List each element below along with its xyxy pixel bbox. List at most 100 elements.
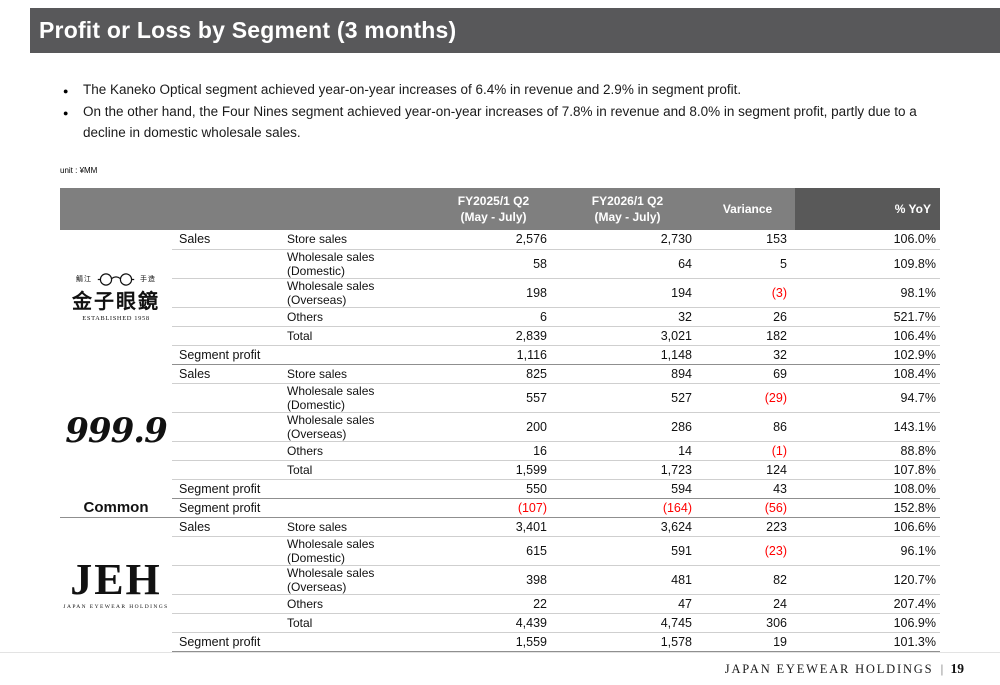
value-cell: 200 xyxy=(432,412,555,442)
segment-category-cell: Segment profit xyxy=(172,479,282,499)
value-cell: 94.7% xyxy=(795,383,940,413)
value-cell: 894 xyxy=(555,364,700,384)
page-title: Profit or Loss by Segment (3 months) xyxy=(39,17,457,43)
table-row: 999.9 Sales Store sales 825 894 69 108.4% xyxy=(60,364,940,451)
value-cell: 64 xyxy=(555,249,700,279)
segment-category-cell xyxy=(172,460,282,480)
table-row: Others 22 47 24 207.4% xyxy=(60,594,940,614)
value-cell: 14 xyxy=(555,441,700,461)
value-cell: 2,839 xyxy=(432,326,555,346)
line-item-cell xyxy=(282,632,432,652)
table-row: Total 4,439 4,745 306 106.9% xyxy=(60,613,940,633)
value-cell: (56) xyxy=(700,498,795,518)
value-cell: 24 xyxy=(700,594,795,614)
kaneko-optical-logo: 鯖江 手造 金子眼鏡 ESTABLISHED 1958 xyxy=(60,271,172,323)
value-cell: 615 xyxy=(432,536,555,566)
value-cell: 4,745 xyxy=(555,613,700,633)
bullet-text: On the other hand, the Four Nines segmen… xyxy=(83,103,917,140)
unit-label: unit : ¥MM xyxy=(60,166,98,175)
kaneko-top-right-text: 手造 xyxy=(140,274,156,283)
segment-category-cell xyxy=(172,249,282,279)
value-cell: 1,148 xyxy=(555,345,700,365)
value-cell: 306 xyxy=(700,613,795,633)
value-cell: 194 xyxy=(555,278,700,308)
segment-category-cell xyxy=(172,383,282,413)
jeh-logo-text: JEH xyxy=(70,555,162,604)
value-cell: 223 xyxy=(700,517,795,537)
value-cell: 4,439 xyxy=(432,613,555,633)
segment-category-cell: Sales xyxy=(172,517,282,537)
table-row: Common Segment profit (107) (164) (56) 152.8% xyxy=(60,498,940,518)
bullet-item: On the other hand, the Four Nines segmen… xyxy=(62,102,934,144)
value-cell: 106.4% xyxy=(795,326,940,346)
value-cell: 207.4% xyxy=(795,594,940,614)
table-header-yoy: % YoY xyxy=(795,188,940,230)
value-cell: 86 xyxy=(700,412,795,442)
table-row: Segment profit 550 594 43 108.0% xyxy=(60,479,940,499)
segment-category-cell xyxy=(172,565,282,595)
value-cell: 153 xyxy=(700,230,795,250)
line-item-cell: Total xyxy=(282,460,432,480)
table-row: Wholesale sales (Domestic) 58 64 5 109.8% xyxy=(60,249,940,279)
value-cell: 26 xyxy=(700,307,795,327)
segment-category-cell: Segment profit xyxy=(172,632,282,652)
segment-category-cell xyxy=(172,307,282,327)
value-cell: 82 xyxy=(700,565,795,595)
table-row: Total 1,599 1,723 124 107.8% xyxy=(60,460,940,480)
bullet-item: The Kaneko Optical segment achieved year… xyxy=(62,80,934,101)
value-cell: (29) xyxy=(700,383,795,413)
line-item-cell xyxy=(282,345,432,365)
table-row: Others 6 32 26 521.7% xyxy=(60,307,940,327)
footer-company: JAPAN EYEWEAR HOLDINGS xyxy=(724,661,934,676)
table-row: Wholesale sales (Overseas) 398 481 82 120.7% xyxy=(60,565,940,595)
table-header-fy2025: FY2025/1 Q2 (May - July) xyxy=(432,188,555,230)
bullet-text: The Kaneko Optical segment achieved year… xyxy=(83,82,742,97)
table-row: Wholesale sales (Domestic) 615 591 (23) 96.1… xyxy=(60,536,940,566)
segment-logo-cell: 鯖江 手造 金子眼鏡 ESTABLISHED 1958 xyxy=(60,230,172,364)
line-item-cell: Wholesale sales (Domestic) xyxy=(282,249,432,279)
value-cell: 16 xyxy=(432,441,555,461)
value-cell: 5 xyxy=(700,249,795,279)
value-cell: 88.8% xyxy=(795,441,940,461)
kaneko-established-text: ESTABLISHED 1958 xyxy=(82,315,150,323)
value-cell: (1) xyxy=(700,441,795,461)
table-row: Wholesale sales (Overseas) 198 194 (3) 98.1% xyxy=(60,278,940,308)
value-cell: 3,021 xyxy=(555,326,700,346)
value-cell: 398 xyxy=(432,565,555,595)
table-row: Wholesale sales (Overseas) 200 286 86 143.1% xyxy=(60,412,940,442)
value-cell: 120.7% xyxy=(795,565,940,595)
segment-category-cell: Sales xyxy=(172,364,282,384)
value-cell: 98.1% xyxy=(795,278,940,308)
line-item-cell: Others xyxy=(282,594,432,614)
line-item-cell: Total xyxy=(282,613,432,633)
value-cell: 32 xyxy=(555,307,700,327)
segment-logo-cell: 999.9 xyxy=(60,364,172,498)
title-bar: Profit or Loss by Segment (3 months) xyxy=(30,8,1000,53)
line-item-cell xyxy=(282,479,432,499)
jeh-logo-subtext: JAPAN EYEWEAR HOLDINGS xyxy=(63,604,169,610)
value-cell: 2,730 xyxy=(555,230,700,250)
line-item-cell: Wholesale sales (Domestic) xyxy=(282,383,432,413)
line-item-cell: Total xyxy=(282,326,432,346)
value-cell: 3,401 xyxy=(432,517,555,537)
value-cell: 32 xyxy=(700,345,795,365)
kaneko-logo-top: 鯖江 手造 xyxy=(60,271,172,287)
line-item-cell: Others xyxy=(282,441,432,461)
value-cell: 108.4% xyxy=(795,364,940,384)
segment-table-body: 鯖江 手造 金子眼鏡 ESTABLISHED 1958 Sales Store sales… xyxy=(60,230,940,652)
value-cell: 6 xyxy=(432,307,555,327)
value-cell: 521.7% xyxy=(795,307,940,327)
value-cell: 557 xyxy=(432,383,555,413)
value-cell: 106.0% xyxy=(795,230,940,250)
segment-category-cell xyxy=(172,278,282,308)
segment-category-cell: Segment profit xyxy=(172,498,282,518)
segment-category-cell xyxy=(172,536,282,566)
line-item-cell: Wholesale sales (Overseas) xyxy=(282,278,432,308)
value-cell: 107.8% xyxy=(795,460,940,480)
value-cell: (3) xyxy=(700,278,795,308)
line-item-cell: Wholesale sales (Domestic) xyxy=(282,536,432,566)
value-cell: 124 xyxy=(700,460,795,480)
value-cell: (164) xyxy=(555,498,700,518)
segment-category-cell xyxy=(172,326,282,346)
value-cell: (107) xyxy=(432,498,555,518)
